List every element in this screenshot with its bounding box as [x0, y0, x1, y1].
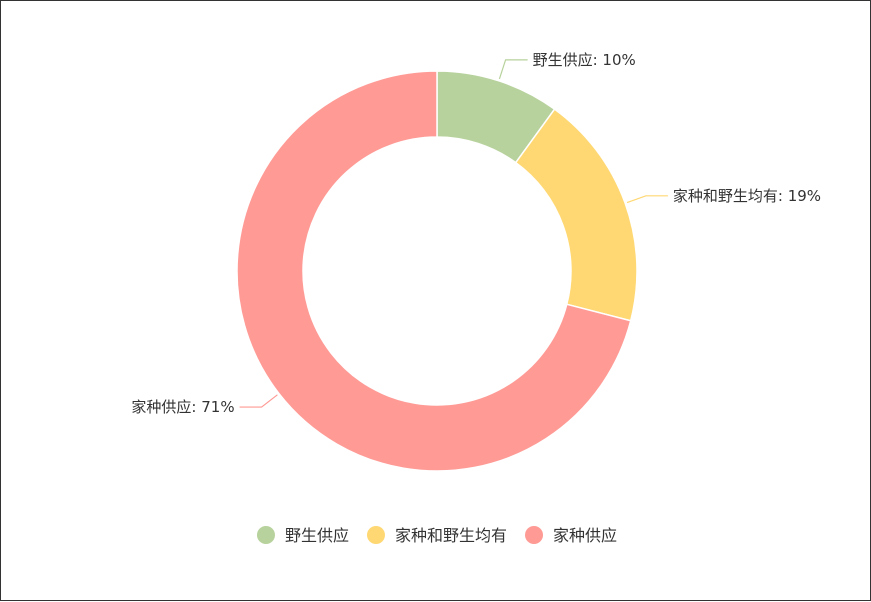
slice-labels: 野生供应: 10% 家种和野生均有: 19% 家种供应: 71% — [131, 51, 821, 416]
slice-2[interactable] — [514, 108, 638, 322]
legend-label-3: 家种供应 — [553, 526, 617, 545]
legend-label-2: 家种和野生均有 — [395, 526, 507, 545]
slice-label-1: 野生供应: 10% — [533, 51, 636, 69]
label-line-1 — [498, 59, 528, 80]
slice-label-2: 家种和野生均有: 19% — [673, 187, 821, 205]
legend-marker-1 — [256, 526, 275, 544]
legend[interactable]: 野生供应 家种和野生均有 家种供应 — [256, 526, 617, 545]
legend-item-3[interactable]: 家种供应 — [525, 526, 617, 545]
legend-item-2[interactable]: 家种和野生均有 — [366, 526, 507, 545]
slice-3[interactable] — [236, 70, 632, 472]
slice-label-3: 家种供应: 71% — [131, 398, 234, 416]
legend-label-1: 野生供应 — [285, 526, 349, 545]
legend-marker-3 — [525, 526, 544, 544]
label-line-3 — [239, 394, 278, 408]
label-line-2 — [626, 195, 668, 204]
legend-item-1[interactable]: 野生供应 — [256, 526, 349, 545]
slices — [236, 70, 638, 472]
legend-marker-2 — [366, 526, 385, 544]
